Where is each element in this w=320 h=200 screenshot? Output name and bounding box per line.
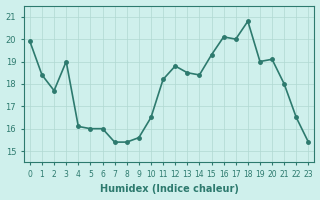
X-axis label: Humidex (Indice chaleur): Humidex (Indice chaleur): [100, 184, 239, 194]
